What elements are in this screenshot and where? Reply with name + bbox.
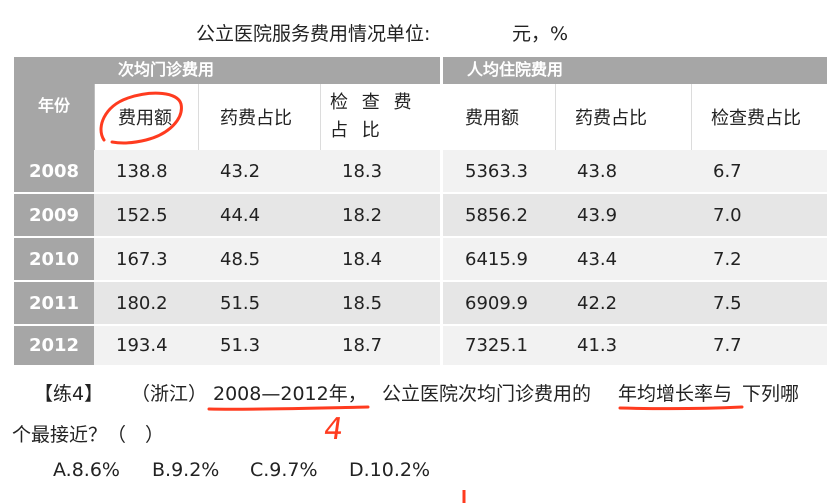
question-highlight: 年均增长率与 xyxy=(618,383,733,405)
row-year: 2012 xyxy=(14,326,94,365)
table-cell: 180.2 xyxy=(94,282,198,324)
option-b[interactable]: B.9.2% xyxy=(152,459,220,481)
sub-header-label: 药费占比 xyxy=(575,108,647,129)
question-text-line2: 个最接近？（ ） xyxy=(12,424,165,446)
table-cell: 18.4 xyxy=(320,238,440,280)
table-cell: 43.9 xyxy=(555,194,691,236)
sub-header-exam-ratio: 检 查 费 占 比 xyxy=(320,84,440,150)
table-cell: 152.5 xyxy=(94,194,198,236)
table-title: 公立医院服务费用情况单位: 元，% xyxy=(0,20,827,48)
sub-header-label: 药费占比 xyxy=(220,108,292,129)
sub-header-label: 检 查 费 占 比 xyxy=(330,92,416,141)
title-unit: 元，% xyxy=(512,23,569,45)
row-year: 2011 xyxy=(14,282,94,324)
year-header: 年份 xyxy=(14,57,94,150)
sub-header-inpatient-drug-ratio: 药费占比 xyxy=(555,84,691,150)
option-a[interactable]: A.8.6% xyxy=(53,459,120,481)
table-cell: 18.7 xyxy=(320,326,440,365)
table-cell: 44.4 xyxy=(198,194,320,236)
data-table: 年份 次均门诊费用 人均住院费用 费用额 药费占比 检 查 费 占 比 费用额 … xyxy=(14,57,827,365)
group-header-outpatient: 次均门诊费用 xyxy=(94,57,440,84)
table-cell: 43.2 xyxy=(198,150,320,192)
sub-header-inpatient-cost: 费用额 xyxy=(443,84,555,150)
option-c[interactable]: C.9.7% xyxy=(250,459,318,481)
table-cell: 48.5 xyxy=(198,238,320,280)
handwritten-number: 4 xyxy=(321,412,346,447)
table-cell: 51.3 xyxy=(198,326,320,365)
table-cell: 6415.9 xyxy=(443,238,555,280)
table-cell: 138.8 xyxy=(94,150,198,192)
table-cell: 51.5 xyxy=(198,282,320,324)
table-cell: 18.3 xyxy=(320,150,440,192)
table-cell: 18.2 xyxy=(320,194,440,236)
sub-header-drug-ratio: 药费占比 xyxy=(198,84,320,150)
sub-header-label: 费用额 xyxy=(118,108,172,129)
table-cell: 7325.1 xyxy=(443,326,555,365)
title-text: 公立医院服务费用情况单位: xyxy=(196,23,431,45)
table-cell: 167.3 xyxy=(94,238,198,280)
table-cell: 42.2 xyxy=(555,282,691,324)
table-cell: 5363.3 xyxy=(443,150,555,192)
table-cell: 7.5 xyxy=(691,282,827,324)
question-source: （浙江） xyxy=(131,383,208,405)
table-cell: 193.4 xyxy=(94,326,198,365)
group-header-inpatient: 人均住院费用 xyxy=(443,57,827,84)
row-year: 2010 xyxy=(14,238,94,280)
question-text-a: 公立医院次均门诊费用的 xyxy=(382,383,592,405)
table-cell: 7.0 xyxy=(691,194,827,236)
table-cell: 41.3 xyxy=(555,326,691,365)
option-d[interactable]: D.10.2% xyxy=(349,459,431,481)
table-cell: 7.7 xyxy=(691,326,827,365)
question-tag: 【练4】 xyxy=(34,383,104,405)
row-year: 2008 xyxy=(14,150,94,192)
table-cell: 43.8 xyxy=(555,150,691,192)
sub-header-inpatient-exam-ratio: 检查费占比 xyxy=(691,84,827,150)
table-cell: 18.5 xyxy=(320,282,440,324)
table-cell: 6.7 xyxy=(691,150,827,192)
sub-header-cost: 费用额 xyxy=(94,84,198,150)
table-cell: 43.4 xyxy=(555,238,691,280)
year-header-label: 年份 xyxy=(37,95,70,115)
row-year: 2009 xyxy=(14,194,94,236)
sub-header-label: 检查费占比 xyxy=(711,108,801,129)
table-cell: 7.2 xyxy=(691,238,827,280)
question-year-range: 2008—2012年， xyxy=(213,383,367,405)
question-text-b: 下列哪 xyxy=(742,383,800,405)
table-cell: 6909.9 xyxy=(443,282,555,324)
table-cell: 5856.2 xyxy=(443,194,555,236)
sub-header-label: 费用额 xyxy=(465,108,519,129)
